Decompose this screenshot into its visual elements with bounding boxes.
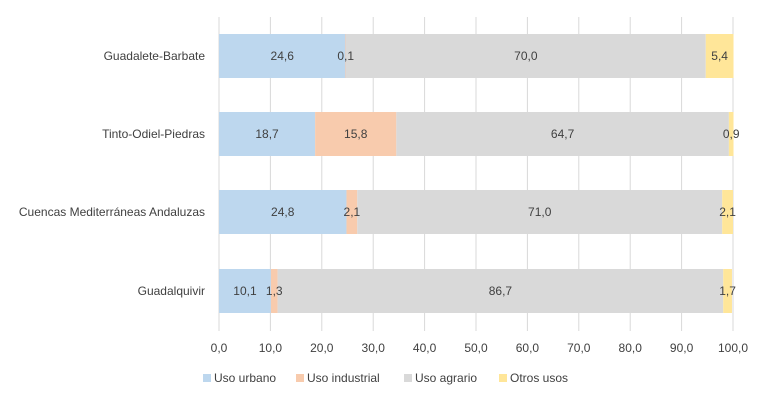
x-tick-label: 100,0 (718, 341, 748, 355)
bar-segment (722, 190, 733, 234)
x-tick-label: 50,0 (464, 341, 488, 355)
legend-entry: Uso urbano (214, 371, 276, 385)
x-tick-labels: 0,0 10,0 20,0 30,0 40,0 50,0 60,0 70,0 80,0 90,0 1… (211, 341, 749, 355)
category-label: Tinto-Odiel-Piedras (102, 127, 205, 141)
bar-segment (723, 269, 732, 313)
bar-segment (705, 34, 734, 78)
data-label: 0,1 (337, 49, 354, 63)
category-label: Guadalete-Barbate (104, 49, 206, 63)
x-tick-label: 90,0 (670, 341, 694, 355)
x-tick-label: 20,0 (310, 341, 334, 355)
bar-segment (219, 112, 316, 156)
bar-segment (219, 34, 346, 78)
bar-segment (219, 269, 271, 313)
data-label: 86,7 (489, 284, 513, 298)
x-tick-label: 0,0 (211, 341, 228, 355)
legend-swatch (499, 374, 507, 382)
data-label: 24,8 (271, 205, 295, 219)
category-label: Guadalquivir (138, 284, 205, 298)
legend: Uso urbano Uso industrial Uso agrario Otros… (203, 371, 568, 385)
bar-segment (346, 190, 358, 234)
data-label: 24,6 (271, 49, 295, 63)
data-label: 2,1 (719, 205, 736, 219)
category-labels: Guadalete-Barbate Tinto-Odiel-Piedras Cuen… (19, 49, 205, 298)
bar-segment (345, 34, 347, 78)
legend-entry: Otros usos (510, 371, 568, 385)
legend-swatch (404, 374, 412, 382)
x-tick-label: 70,0 (567, 341, 591, 355)
x-tick-label: 80,0 (619, 341, 643, 355)
bar-segment (270, 269, 278, 313)
data-label: 1,7 (719, 284, 736, 298)
legend-entry: Uso agrario (415, 371, 477, 385)
data-label: 0,9 (723, 127, 740, 141)
data-label: 2,1 (344, 205, 361, 219)
bar-segment (357, 190, 723, 234)
data-label: 15,8 (344, 127, 368, 141)
data-label: 18,7 (255, 127, 279, 141)
bar-segment (219, 190, 347, 234)
data-label: 71,0 (528, 205, 552, 219)
legend-entry: Uso industrial (307, 371, 380, 385)
x-tick-label: 40,0 (413, 341, 437, 355)
legend-swatch (203, 374, 211, 382)
bar-segment (345, 34, 706, 78)
bar-segment (396, 112, 729, 156)
data-label: 70,0 (514, 49, 538, 63)
data-label: 64,7 (551, 127, 575, 141)
bar-segment (277, 269, 724, 313)
data-label: 5,4 (711, 49, 728, 63)
bars (219, 34, 734, 313)
data-label: 1,3 (266, 284, 283, 298)
data-labels: 24,6 0,1 70,0 5,4 18,7 15,8 64,7 0,9 24,8 2,1 71,0… (233, 49, 740, 298)
bar-segment (728, 112, 734, 156)
bar-segment (315, 112, 397, 156)
category-label: Cuencas Mediterráneas Andaluzas (19, 205, 205, 219)
x-tick-label: 10,0 (259, 341, 283, 355)
x-tick-label: 60,0 (516, 341, 540, 355)
x-tick-label: 30,0 (362, 341, 386, 355)
legend-swatch (296, 374, 304, 382)
data-label: 10,1 (233, 284, 257, 298)
